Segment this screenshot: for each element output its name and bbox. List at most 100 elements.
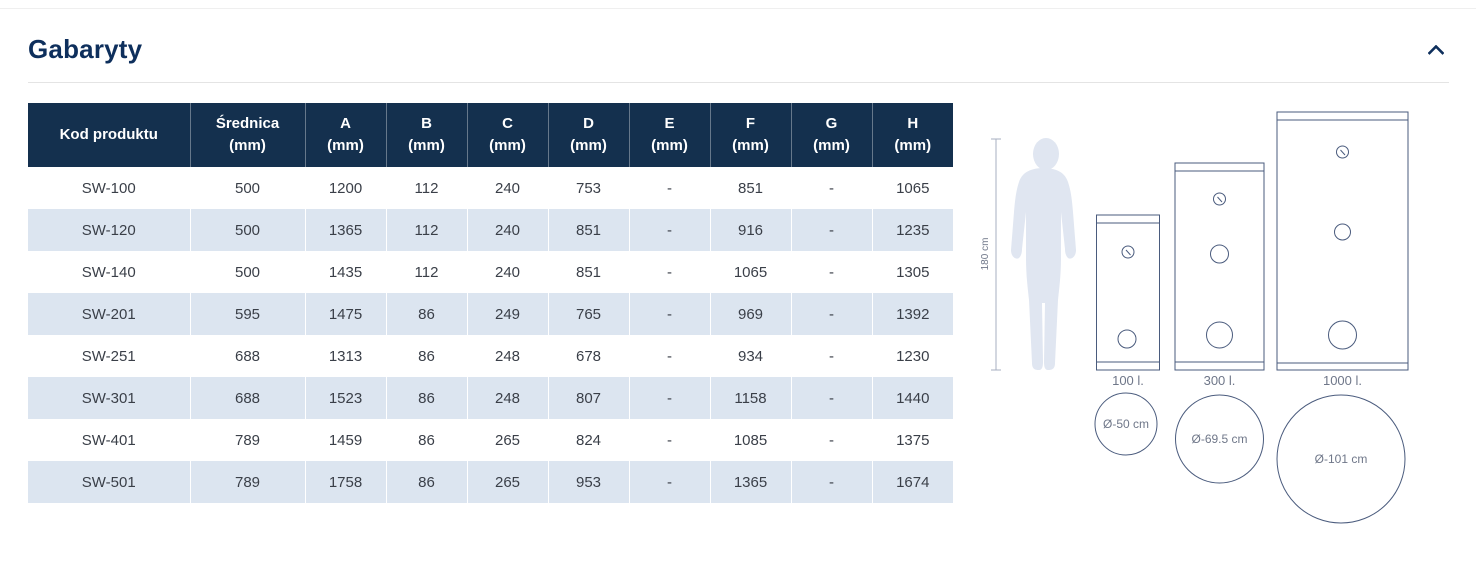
tank-port-circle: [1210, 244, 1229, 264]
table-cell: -: [790, 419, 872, 461]
table-row: SW-201 595 1475 86 249 765 - 969 - 1392: [28, 293, 953, 335]
product-code-cell: SW-251: [81, 347, 136, 365]
collapse-button[interactable]: [1424, 41, 1448, 59]
height-scale-label: 180 cm: [980, 238, 991, 271]
table-cell: 1200: [304, 167, 386, 209]
table-cell: 851: [547, 251, 629, 293]
gauge-icon: [1213, 192, 1226, 206]
human-silhouette-figure: [1011, 138, 1076, 370]
table-row: SW-301 688 1523 86 248 807 - 1158 - 1440: [28, 377, 953, 419]
accordion-header[interactable]: Gabaryty: [28, 34, 1448, 65]
column-header-b: B (mm): [385, 103, 467, 167]
table-cell: -: [628, 461, 710, 503]
tank-100l-capacity-label: 100 l.: [1112, 373, 1144, 388]
tank-port-circle: [1206, 321, 1233, 349]
table-cell: 1523: [304, 377, 386, 419]
table-cell: -: [790, 335, 872, 377]
table-row: SW-140 500 1435 112 240 851 - 1065 - 130…: [28, 251, 953, 293]
table-cell: 595: [189, 293, 305, 335]
table-cell: -: [628, 377, 710, 419]
chevron-up-icon: [1427, 44, 1445, 55]
product-code-cell: SW-120: [28, 209, 190, 251]
table-cell: 1475: [304, 293, 386, 335]
table-cell: 1375: [871, 419, 953, 461]
table-cell: 86: [385, 461, 467, 503]
table-cell: 851: [709, 167, 791, 209]
table-cell: 1365: [304, 209, 386, 251]
product-code-cell: SW-301: [28, 377, 190, 419]
table-cell: 1313: [304, 335, 386, 377]
table-header-row: Kod produktu Średnica (mm) A (mm) B (mm) C(…: [28, 103, 953, 167]
table-row: SW-401 789 1459 86 265 824 - 1085 - 1375: [28, 419, 953, 461]
table-cell: 248: [466, 335, 548, 377]
table-cell: 953: [547, 461, 629, 503]
column-header-srednica: Średnica (mm): [189, 103, 305, 167]
table-cell: 86: [385, 335, 467, 377]
table-cell: -: [790, 167, 872, 209]
table-row: SW-100 500 1200 112 240 753 - 851 - 1065: [28, 167, 953, 209]
table-cell: 1305: [871, 251, 953, 293]
table-cell: 500: [189, 251, 305, 293]
column-header-e: E (mm): [628, 103, 710, 167]
table-cell: -: [790, 209, 872, 251]
table-cell: -: [628, 293, 710, 335]
column-header-c: C (mm): [466, 103, 548, 167]
section-divider: [28, 82, 1449, 83]
table-row: SW-120 500 1365 112 240 851 - 916 - 1235: [28, 209, 953, 251]
column-header-g: G (mm): [790, 103, 872, 167]
page-title: Gabaryty: [28, 34, 143, 64]
diameter-label-1000l: Ø-101 cm: [1315, 452, 1368, 466]
table-cell: 688: [189, 335, 305, 377]
table-cell: -: [628, 209, 710, 251]
table-cell: 1758: [304, 461, 386, 503]
table-cell: 1235: [871, 209, 953, 251]
table-cell: 824: [547, 419, 629, 461]
size-comparison-diagram: 180 cm 100 l. 300 l.: [980, 111, 1409, 524]
table-cell: 1365: [709, 461, 791, 503]
product-code-cell: SW-401: [81, 431, 136, 449]
product-code-cell: SW-100: [81, 179, 136, 197]
tank-300l-drawing: [1174, 162, 1265, 371]
column-header-kod-produktu: Kod produktu: [28, 103, 190, 167]
table-cell: 240: [466, 251, 548, 293]
table-cell: -: [628, 167, 710, 209]
table-cell: 265: [466, 461, 548, 503]
table-cell: 86: [385, 293, 467, 335]
table-cell: 112: [385, 251, 467, 293]
table-cell: 1158: [709, 377, 791, 419]
table-cell: 112: [385, 167, 467, 209]
diameter-circle-100l: [1094, 392, 1158, 456]
tank-100l-drawing: [1096, 214, 1160, 371]
column-header-a: A (mm): [304, 103, 386, 167]
table-cell: 851: [547, 209, 629, 251]
table-cell: 765: [547, 293, 629, 335]
tank-port-circle: [1117, 329, 1137, 349]
table-cell: 248: [466, 377, 548, 419]
table-cell: 86: [385, 377, 467, 419]
table-cell: 934: [709, 335, 791, 377]
product-code-cell: SW-201: [28, 293, 190, 335]
diameter-label-300l: Ø-69.5 cm: [1191, 432, 1247, 446]
table-cell: 1435: [304, 251, 386, 293]
height-scale: [991, 138, 1001, 371]
table-cell: 1230: [871, 335, 953, 377]
table-cell: -: [628, 335, 710, 377]
tank-1000l-capacity-label: 1000 l.: [1323, 373, 1362, 388]
table-cell: -: [790, 293, 872, 335]
gauge-icon: [1121, 245, 1135, 259]
table-cell: -: [790, 377, 872, 419]
tank-1000l-drawing: [1276, 111, 1409, 371]
table-row: SW-501 789 1758 86 265 953 - 1365 - 1674: [28, 461, 953, 503]
table-cell: 240: [466, 209, 548, 251]
diameter-label-100l: Ø-50 cm: [1103, 417, 1149, 431]
dimensions-table: Kod produktu Średnica (mm) A (mm) B (mm) C(…: [28, 103, 953, 503]
column-header-h: H (mm): [871, 103, 953, 167]
product-code-cell: SW-501: [28, 461, 190, 503]
table-cell: 500: [189, 209, 305, 251]
table-cell: 86: [385, 419, 467, 461]
table-cell: -: [628, 419, 710, 461]
table-cell: 753: [547, 167, 629, 209]
table-cell: 240: [466, 167, 548, 209]
table-cell: 1065: [871, 167, 953, 209]
table-cell: 265: [466, 419, 548, 461]
